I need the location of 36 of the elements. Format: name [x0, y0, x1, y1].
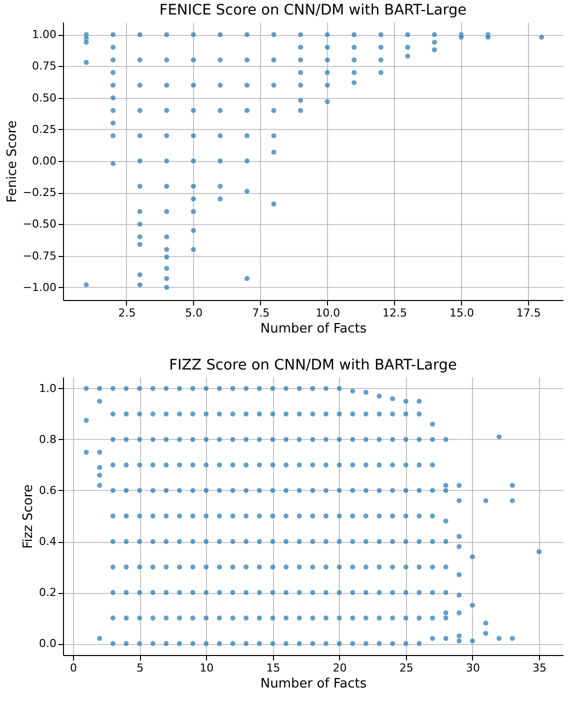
y-tick-label: 0.8: [39, 432, 56, 446]
x-tick-label: 10: [200, 662, 214, 674]
y-tick-label: 0.00: [32, 154, 56, 168]
x-axis-title: Number of Facts: [260, 322, 367, 336]
y-tick-label: 0.6: [39, 484, 56, 497]
x-tick-label: 2.5: [118, 306, 136, 320]
x-tick-label: 10.0: [316, 306, 340, 320]
x-tick-label: 20: [332, 662, 347, 674]
y-tick-label: −0.50: [22, 218, 56, 231]
y-tick-label: 0.0: [39, 637, 56, 650]
y-tick-label: −0.75: [22, 249, 56, 262]
y-tick-label: 0.50: [32, 91, 56, 104]
x-tick-label: 25: [399, 662, 414, 674]
x-tick-label: 0: [70, 662, 77, 674]
x-tick-label: 30: [466, 662, 480, 674]
y-tick-label: 0.25: [32, 122, 56, 136]
y-tick-label: 1.0: [39, 382, 56, 395]
x-tick-label: 12.5: [382, 306, 408, 320]
x-axis-title: Number of Facts: [260, 676, 367, 692]
x-tick-label: 35: [532, 662, 547, 674]
y-tick-label: 0.75: [32, 60, 56, 73]
x-tick-label: 15: [266, 662, 280, 674]
y-axis-title: Fenice Score: [4, 120, 20, 203]
y-tick-label: −0.25: [22, 186, 56, 200]
x-tick-label: 5.0: [185, 306, 203, 320]
y-tick-label: 0.4: [39, 535, 56, 548]
y-axis-title: Fizz Score: [21, 484, 36, 549]
y-tick-label: 0.2: [39, 586, 56, 600]
x-tick-label: 15.0: [449, 306, 474, 320]
chart-title: FENICE Score on CNN/DM with BART-Large: [159, 2, 467, 18]
x-tick-label: 5: [136, 662, 144, 674]
y-tick-label: 1.00: [32, 28, 56, 42]
x-tick-label: 17.5: [516, 306, 541, 320]
x-tick-label: 7.5: [252, 306, 270, 320]
y-tick-label: −1.00: [22, 280, 56, 294]
chart-title: FIZZ Score on CNN/DM with BART-Large: [169, 358, 457, 374]
